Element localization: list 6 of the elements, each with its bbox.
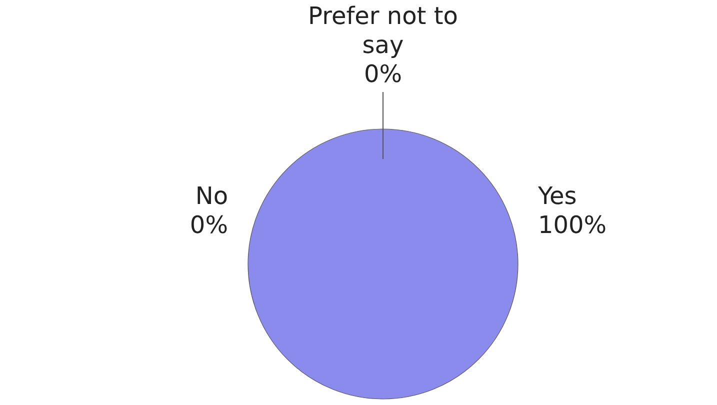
text: 0%	[364, 60, 402, 88]
data-label: 100%	[538, 211, 607, 239]
slice-label: Yes	[537, 182, 577, 210]
category-label: No	[195, 182, 228, 210]
category-label: Prefer not to say	[308, 2, 458, 59]
text: 0%	[190, 211, 228, 239]
